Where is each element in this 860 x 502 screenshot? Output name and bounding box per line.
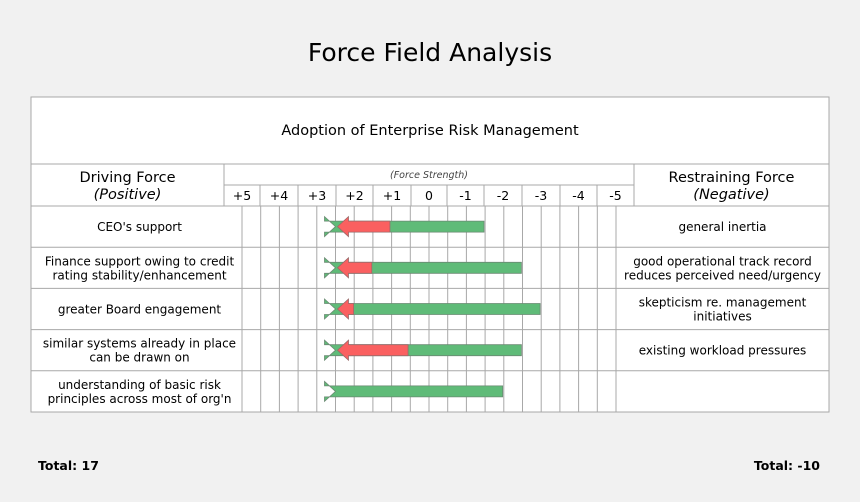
restraining-force-label: general inertia: [678, 220, 766, 234]
driving-force-label: CEO's support: [97, 220, 182, 234]
scale-label: -2: [497, 188, 509, 203]
scale-label: +4: [270, 188, 288, 203]
restraining-force-arrow: [336, 215, 391, 238]
restraining-force-label: good operational track record reduces per…: [624, 254, 821, 282]
driving-force-arrow: [324, 256, 522, 279]
scale-label: -1: [459, 188, 471, 203]
scale-label: +3: [308, 188, 326, 203]
driving-force-arrow: [324, 380, 504, 403]
table-frame: [30, 96, 830, 413]
driving-total: Total: 17: [38, 458, 99, 473]
scale-label: +5: [233, 188, 251, 203]
restraining-total: Total: -10: [753, 458, 820, 473]
driving-header-title: Driving Force: [80, 170, 176, 186]
scale-label: -3: [535, 188, 547, 203]
subject-title: Adoption of Enterprise Risk Management: [281, 123, 579, 139]
restraining-force-label: skepticism re. management initiatives: [639, 296, 807, 324]
driving-force-label: understanding of basic risk principles ac…: [48, 378, 232, 406]
restraining-force-arrow: [336, 256, 373, 279]
restraining-force-arrow: [336, 339, 409, 362]
page-title: Force Field Analysis: [307, 38, 553, 67]
driving-force-arrow: [324, 298, 541, 320]
driving-header-subtitle: (Positive): [94, 187, 162, 203]
restraining-header-subtitle: (Negative): [693, 187, 769, 203]
driving-force-label: Finance support owing to credit rating st…: [45, 254, 235, 282]
driving-force-label: similar systems already in place can be d…: [43, 337, 236, 365]
scale-label: -4: [572, 188, 585, 203]
restraining-force-label: existing workload pressures: [639, 344, 807, 358]
scale-label: +1: [383, 188, 401, 203]
restraining-header-title: Restraining Force: [669, 170, 795, 186]
restraining-force-arrow: [336, 298, 355, 320]
scale-label: 0: [425, 188, 433, 203]
scale-label: +2: [345, 188, 363, 203]
force-strength-label: (Force Strength): [390, 170, 468, 181]
scale-label: -5: [609, 188, 621, 203]
driving-force-label: greater Board engagement: [58, 303, 222, 317]
